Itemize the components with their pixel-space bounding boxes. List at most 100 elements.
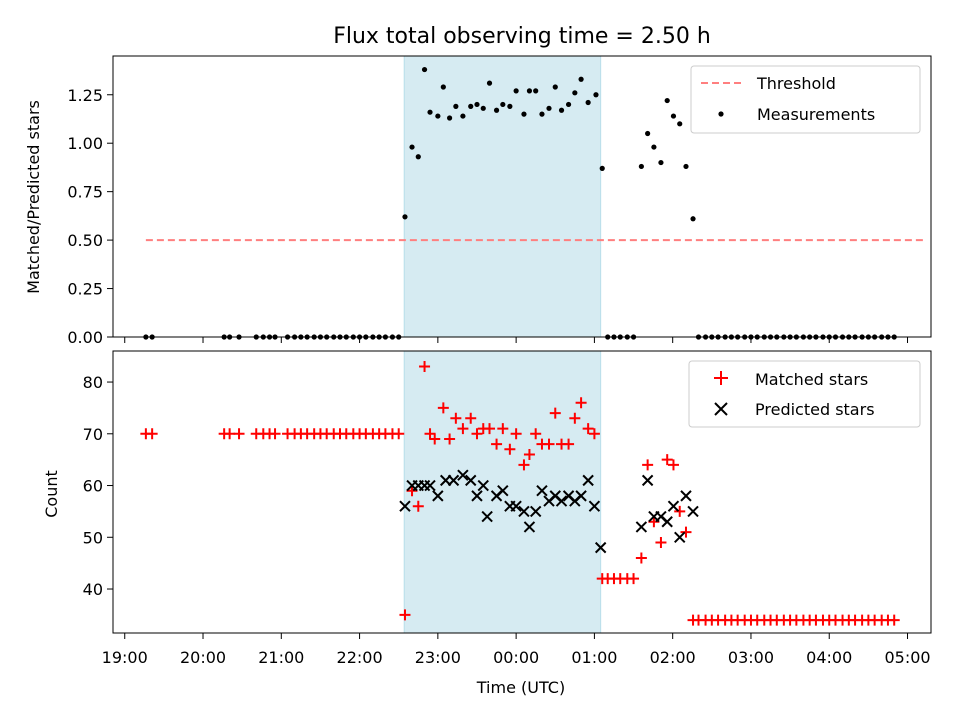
matched-star-point (888, 614, 900, 626)
predicted-star-point (447, 474, 460, 487)
top-y-tick-label: 0.00 (67, 328, 103, 347)
measurement-point (468, 103, 474, 109)
measurement-point (572, 90, 578, 96)
predicted-star-point (674, 531, 686, 543)
predicted-star-point (465, 474, 477, 487)
bottom-panel: 40 50 60 70 80 19:00 20:00 21:00 22:00 23:00 00:0… (42, 350, 932, 697)
matched-star-point (406, 485, 418, 497)
measurement-point (658, 159, 664, 166)
matched-star-point (399, 609, 411, 621)
matched-star-point (437, 402, 449, 414)
matched-star-point (582, 423, 594, 435)
matched-star-point (504, 443, 516, 455)
measurement-point (552, 84, 558, 90)
legend-matched-label: Matched stars (755, 370, 868, 389)
predicted-star-point (588, 500, 601, 512)
measurement-point (546, 105, 552, 111)
top-panel: 0.00 0.25 0.50 0.75 1.00 1.25 Matched/Predict… (24, 55, 932, 347)
predicted-star-point (575, 490, 587, 502)
measurement-point (415, 154, 421, 160)
matched-star-point (450, 412, 462, 424)
measurement-point (521, 111, 527, 117)
measurement-point (500, 101, 506, 108)
matched-star-point (648, 516, 660, 528)
measurement-point (683, 163, 689, 170)
measurement-point (645, 130, 651, 137)
predicted-star-point (680, 490, 692, 502)
matched-star-point (518, 459, 530, 471)
top-y-tick-label: 0.25 (67, 280, 103, 299)
bottom-y-tick-label: 70 (83, 425, 103, 444)
matched-star-point (491, 438, 503, 450)
measurement-point (440, 84, 446, 90)
measurement-point (427, 109, 433, 115)
predicted-star-point (661, 516, 673, 528)
x-tick-label: 23:00 (415, 648, 461, 667)
predicted-star-point (477, 479, 489, 492)
measurement-point (599, 165, 605, 171)
top-y-axis-label: Matched/Predicted stars (24, 100, 43, 294)
x-tick-label: 05:00 (884, 648, 930, 667)
measurement-point (402, 214, 408, 220)
measurement-point (480, 105, 486, 111)
matched-star-point (233, 428, 245, 440)
predicted-star-point (432, 490, 444, 502)
bottom-x-axis: 19:00 20:00 21:00 22:00 23:00 00:00 01:00 02:00… (102, 633, 931, 667)
bottom-y-tick-label: 40 (83, 580, 103, 599)
predicted-star-point (523, 521, 536, 533)
predicted-star-point (457, 469, 469, 481)
measurement-point (526, 88, 533, 94)
measurement-point (638, 163, 644, 170)
predicted-star-point (497, 484, 509, 497)
legend-matched-swatch (714, 371, 728, 385)
matched-star-point (484, 423, 496, 435)
matched-star-point (424, 428, 436, 440)
bottom-y-tick-label: 60 (83, 477, 103, 496)
x-tick-label: 22:00 (337, 648, 383, 667)
top-y-tick-label: 1.25 (67, 86, 103, 105)
matched-star-point (224, 428, 236, 440)
matched-star-point (146, 428, 158, 440)
measurement-point (585, 99, 591, 106)
top-y-tick-label: 0.50 (67, 231, 103, 250)
bottom-axes-frame (112, 350, 932, 634)
matched-star-point (588, 428, 600, 440)
matched-star-point (269, 428, 281, 440)
predicted-star-point (582, 474, 594, 487)
matched-star-point (661, 454, 673, 466)
x-axis-label: Time (UTC) (476, 678, 565, 697)
predicted-star-point (471, 490, 483, 502)
measurement-point (435, 113, 441, 119)
matched-star-point (575, 397, 587, 409)
x-tick-label: 20:00 (180, 648, 226, 667)
predicted-star-point (529, 505, 542, 518)
measurement-point (677, 121, 683, 127)
matched-star-point (680, 526, 692, 538)
top-data-marks (143, 66, 924, 340)
x-tick-label: 04:00 (806, 648, 852, 667)
matched-star-point (429, 433, 441, 445)
top-legend: Threshold Measurements (690, 65, 921, 134)
matched-star-point (471, 428, 483, 440)
matched-star-point (523, 448, 535, 460)
top-axes-frame (112, 55, 932, 338)
predicted-star-point (399, 500, 411, 512)
top-legend-frame (690, 65, 921, 134)
matched-star-point (530, 428, 542, 440)
legend-predicted-swatch (714, 402, 728, 416)
predicted-star-point (536, 484, 548, 497)
predicted-star-point (424, 479, 436, 492)
measurement-point (453, 103, 459, 109)
bottom-legend: Matched stars Predicted stars (688, 360, 921, 428)
matched-star-point (457, 423, 469, 435)
top-y-tick-label: 1.00 (67, 134, 103, 153)
measurement-point (507, 103, 513, 109)
top-x-ticks (124, 337, 909, 343)
matched-star-point (543, 438, 555, 450)
measurement-point (493, 107, 500, 113)
predicted-star-point (481, 510, 493, 523)
matched-star-point (497, 423, 509, 435)
bottom-y-tick-label: 80 (83, 373, 103, 392)
predicted-star-point (555, 495, 568, 507)
